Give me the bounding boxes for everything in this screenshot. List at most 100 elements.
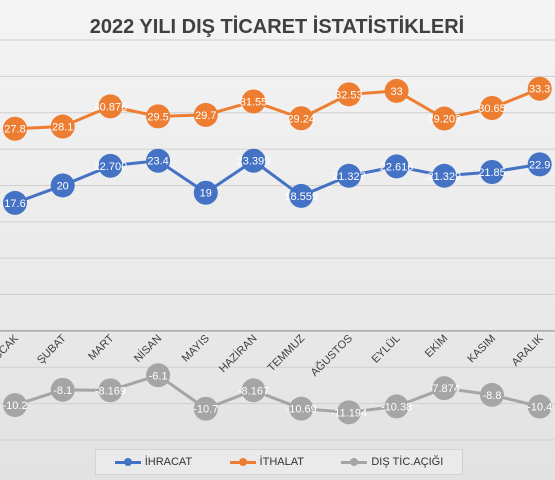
data-label: -6.1 bbox=[149, 370, 168, 382]
legend-item: İHRACAT bbox=[114, 456, 193, 468]
data-label: 29.24 bbox=[287, 113, 315, 125]
data-label: 33.3 bbox=[529, 84, 550, 96]
data-label: 20 bbox=[57, 180, 69, 192]
data-point bbox=[193, 180, 218, 205]
legend-label: İHRACAT bbox=[144, 456, 193, 468]
legend-item: İTHALAT bbox=[229, 456, 304, 468]
legend-label: İTHALAT bbox=[259, 456, 304, 468]
chart-legend: İHRACAT İTHALAT DIŞ TİC.AÇIĞI bbox=[95, 449, 463, 475]
data-point bbox=[432, 163, 457, 188]
data-label: 29.5 bbox=[147, 111, 168, 123]
data-point bbox=[384, 78, 409, 103]
data-label: 30.65 bbox=[478, 103, 506, 115]
data-label: 28.1 bbox=[52, 122, 73, 134]
data-label: -8.1 bbox=[53, 385, 72, 397]
data-point bbox=[3, 393, 27, 418]
x-tick-label: EKİM bbox=[422, 332, 450, 360]
legend-swatch bbox=[114, 457, 141, 467]
data-label: 18.559 bbox=[284, 191, 318, 203]
x-tick-label: TEMMUZ bbox=[266, 332, 308, 374]
x-tick-label: NİSAN bbox=[131, 332, 164, 365]
data-point bbox=[241, 378, 266, 403]
data-label: 22.9 bbox=[529, 159, 550, 171]
data-point bbox=[289, 396, 314, 421]
data-point bbox=[432, 376, 457, 401]
data-point bbox=[527, 76, 552, 101]
data-point bbox=[193, 102, 218, 127]
data-point bbox=[193, 396, 218, 421]
x-tick-label: ĞCAK bbox=[0, 331, 22, 363]
data-label: 23.399 bbox=[237, 156, 271, 168]
data-label: -11.194 bbox=[331, 407, 368, 419]
data-point bbox=[146, 148, 171, 173]
data-point bbox=[98, 94, 123, 119]
x-tick-label: ŞUBAT bbox=[35, 332, 69, 366]
data-point bbox=[289, 106, 314, 131]
data-label: 17.6 bbox=[4, 198, 25, 210]
data-point bbox=[50, 173, 75, 198]
legend-label: DIŞ TİC.AÇIĞI bbox=[371, 456, 444, 468]
data-point bbox=[50, 377, 75, 402]
data-point bbox=[289, 183, 314, 208]
data-point bbox=[336, 400, 361, 425]
chart-title: 2022 YILI DIŞ TİCARET İSTATİSTİKLERİ bbox=[90, 15, 465, 38]
data-label: 21.85 bbox=[478, 167, 506, 179]
data-point bbox=[336, 163, 361, 188]
data-point bbox=[384, 394, 409, 419]
data-label: 22.700 bbox=[94, 161, 128, 173]
data-point bbox=[432, 106, 457, 131]
data-label: 29.202 bbox=[427, 114, 461, 126]
data-label: 21.327 bbox=[332, 171, 366, 183]
data-point bbox=[98, 378, 123, 403]
data-label: -8.169 bbox=[95, 385, 126, 397]
data-label: -10.4 bbox=[527, 402, 552, 414]
data-point bbox=[527, 152, 552, 177]
category-axis: ĞCAK ŞUBAT MART NİSAN MAYIS HAZİRAN TEMMUZ AĞUS… bbox=[0, 331, 546, 379]
data-label: 27.8 bbox=[4, 124, 25, 136]
x-tick-label: MAYIS bbox=[180, 333, 212, 365]
series-line-3 bbox=[13, 373, 542, 414]
data-label: -8.8 bbox=[483, 390, 502, 402]
data-label: -7.874 bbox=[429, 383, 460, 395]
data-point bbox=[146, 104, 171, 129]
data-label: 30.876 bbox=[94, 101, 128, 113]
x-tick-label: EYLÜL bbox=[370, 333, 403, 366]
x-tick-label: AĞUSTOS bbox=[308, 332, 355, 379]
x-tick-label: KASIM bbox=[465, 333, 498, 366]
data-label: -10.38 bbox=[381, 401, 412, 413]
data-point bbox=[3, 116, 27, 141]
data-label: -10.2 bbox=[2, 400, 27, 412]
data-label: 31.55 bbox=[240, 96, 268, 108]
data-point bbox=[50, 114, 75, 139]
data-label: 22.616 bbox=[380, 161, 414, 173]
data-point bbox=[480, 96, 504, 120]
data-label: 33 bbox=[390, 86, 402, 98]
x-tick-label: MART bbox=[86, 332, 117, 363]
data-point bbox=[480, 160, 504, 184]
data-label: 29.7 bbox=[195, 110, 216, 122]
data-label: 19 bbox=[200, 188, 212, 200]
data-point bbox=[336, 82, 361, 107]
x-tick-label: HAZİRAN bbox=[216, 332, 259, 375]
data-label: 23.4 bbox=[147, 156, 168, 168]
legend-item: DIŞ TİC.AÇIĞI bbox=[341, 456, 443, 468]
legend-swatch bbox=[341, 457, 368, 467]
x-tick-label: ARALIK bbox=[510, 332, 547, 369]
series-markers: 17.6 20 22.700 23.4 19 23.399 18.559 21.327 22.6… bbox=[2, 76, 552, 425]
data-label: -10.69 bbox=[286, 404, 317, 416]
data-point bbox=[527, 394, 552, 419]
data-label: -8.167 bbox=[238, 385, 269, 397]
data-point bbox=[241, 148, 266, 173]
data-label: 32.53 bbox=[335, 89, 363, 101]
data-point bbox=[146, 363, 171, 388]
data-point bbox=[384, 154, 409, 179]
legend-swatch bbox=[229, 457, 256, 467]
data-label: -10.7 bbox=[193, 404, 218, 416]
gridlines bbox=[0, 39, 555, 441]
data-point bbox=[98, 153, 123, 178]
data-point bbox=[241, 89, 266, 114]
data-label: 21.329 bbox=[427, 171, 461, 183]
data-point bbox=[480, 382, 504, 407]
data-point bbox=[3, 190, 27, 215]
